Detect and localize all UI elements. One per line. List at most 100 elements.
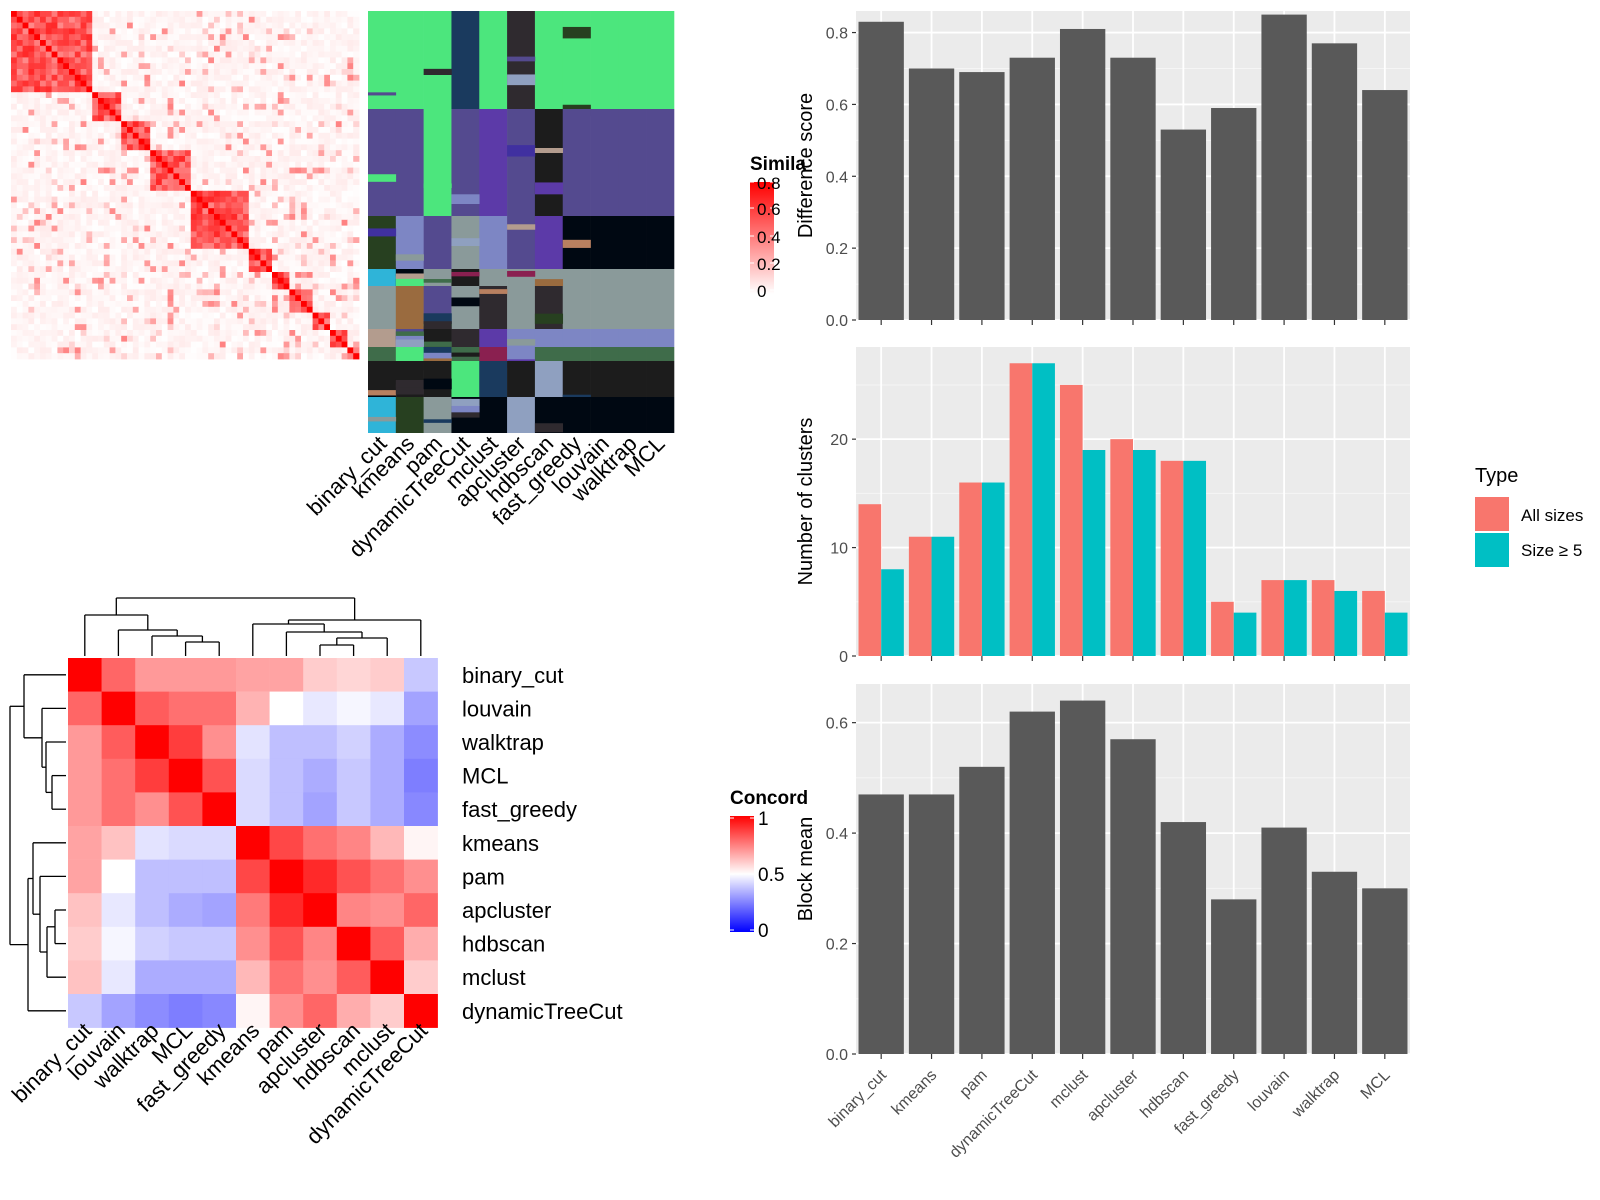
concordance-cell (303, 859, 338, 894)
concordance-cell (269, 658, 304, 692)
concordance-cell (336, 792, 371, 827)
concordance-row-label: louvain (462, 696, 532, 721)
concordance-cell (68, 725, 102, 760)
bar (1059, 28, 1106, 320)
type-legend-title: Type (1475, 465, 1518, 487)
concordance-cell (202, 859, 237, 894)
concordance-cell (168, 792, 203, 827)
bar (1059, 700, 1106, 1054)
bar (1261, 827, 1307, 1054)
concordance-cell (168, 826, 203, 860)
concordance-cell (236, 826, 270, 860)
y-tick-label: 0.0 (826, 1047, 848, 1064)
concordance-cell (404, 725, 438, 760)
concordance-cell (168, 960, 203, 995)
concordance-cell (236, 859, 270, 894)
concordance-cell (236, 926, 270, 961)
concordance-cell (236, 725, 270, 760)
concordance-cell (370, 893, 405, 928)
concordance-cell (236, 691, 270, 726)
concordance-cell (370, 994, 405, 1028)
concordance-cell (168, 758, 203, 793)
y-tick-label: 0.6 (826, 97, 848, 114)
similarity-legend-title: Simila (750, 154, 806, 175)
concordance-cell (202, 960, 237, 995)
bar (1160, 822, 1207, 1054)
bar-all-sizes (1261, 580, 1285, 656)
bar (1211, 108, 1257, 320)
concordance-row-label: hdbscan (462, 932, 545, 957)
concordance-cell (336, 960, 371, 995)
similarity-legend-tick: 0.6 (757, 200, 781, 219)
similarity-heatmap (11, 11, 360, 360)
bar (1311, 871, 1358, 1054)
concordance-row-label: mclust (462, 965, 526, 990)
x-tick-label: binary_cut (826, 1066, 891, 1131)
concordance-cell (303, 658, 338, 692)
bar-size5 (1082, 450, 1106, 656)
bar-size5 (931, 536, 955, 656)
y-tick-label: 0.4 (826, 826, 848, 843)
concordance-cell (101, 859, 136, 894)
concordance-cell (404, 691, 438, 726)
concordance-cell (370, 691, 405, 726)
x-tick-label: dynamicTreeCut (947, 1066, 1042, 1161)
concordance-legend-tick: 0 (758, 921, 769, 942)
concordance-cell (101, 893, 136, 928)
concordance-cell (68, 758, 102, 793)
concordance-cell (101, 960, 136, 995)
bar-size5 (1284, 580, 1307, 656)
concordance-cell (68, 658, 102, 692)
concordance-legend: Concord 1 0.5 0 (730, 788, 808, 942)
concordance-cell (370, 859, 405, 894)
concordance-cell (168, 893, 203, 928)
concordance-cell (303, 926, 338, 961)
concordance-cell (269, 725, 304, 760)
concordance-legend-tick: 0.5 (758, 865, 784, 886)
bar (959, 766, 1005, 1054)
bar (959, 72, 1005, 321)
concordance-cell (135, 826, 170, 860)
concordance-cell (269, 792, 304, 827)
similarity-legend-tick: 0.4 (757, 228, 781, 247)
concordance-cell (236, 758, 270, 793)
concordance-cell (370, 792, 405, 827)
concordance-cell (135, 926, 170, 961)
concordance-cell (101, 926, 136, 961)
concordance-cell (236, 658, 270, 692)
type-legend: Type All sizes Size ≥ 5 (1475, 465, 1583, 567)
concordance-cell (336, 826, 371, 860)
legend-label-size5: Size ≥ 5 (1521, 541, 1582, 560)
concordance-heatmap (68, 658, 438, 1028)
concordance-row-label: dynamicTreeCut (462, 999, 623, 1024)
bar-all-sizes (1211, 601, 1234, 656)
concordance-cell (370, 960, 405, 995)
concordance-cell (336, 859, 371, 894)
cluster-assignment-matrix (368, 11, 675, 433)
difference-score-chart: 0.0 0.2 0.4 0.6 0.8 Difference score (795, 11, 1410, 330)
concordance-cell (404, 893, 438, 928)
concordance-cell (303, 691, 338, 726)
concordance-cell (404, 926, 438, 961)
concordance-legend-tick: 1 (758, 809, 769, 830)
concordance-cell (236, 893, 270, 928)
concordance-cell (303, 994, 338, 1028)
concordance-cell (202, 658, 237, 692)
bar-size5 (881, 569, 904, 656)
similarity-legend-colorbar (750, 182, 774, 294)
concordance-cell (269, 926, 304, 961)
concordance-cell (202, 893, 237, 928)
bar-all-sizes (1110, 439, 1133, 656)
x-tick-label: mclust (1047, 1066, 1092, 1111)
bar-all-sizes (1311, 580, 1335, 656)
concordance-cell (404, 960, 438, 995)
similarity-legend-tick: 0 (757, 282, 766, 301)
concordance-cell (168, 994, 203, 1028)
bar-size5 (1133, 450, 1156, 656)
bar (1311, 43, 1358, 320)
concordance-cell (336, 725, 371, 760)
concordance-cell (68, 826, 102, 860)
bar (1009, 711, 1055, 1054)
bar (908, 68, 955, 320)
